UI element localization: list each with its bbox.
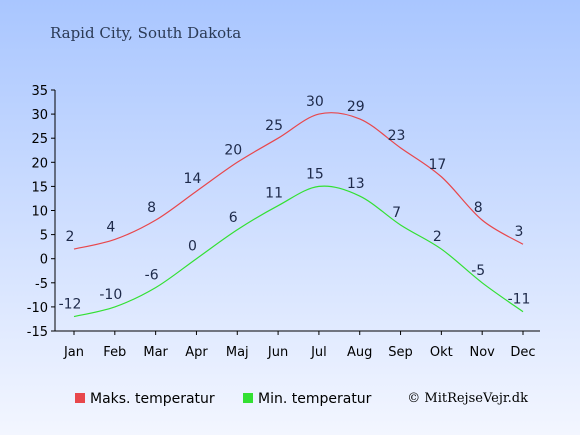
series-line-max [73,112,524,250]
legend-swatch-max [75,393,85,403]
y-tick-label: 15 [31,180,48,195]
y-tick-label: 20 [31,156,48,171]
data-label: 17 [428,157,446,173]
data-label: 15 [306,166,324,182]
y-tick-label: -10 [27,301,48,316]
data-label: 6 [229,210,238,226]
data-label: 8 [474,200,483,216]
x-tick-label: Nov [469,345,495,360]
x-tick-label: Jan [63,345,84,360]
x-tick-label: Jul [310,345,327,360]
data-label: -10 [99,287,122,303]
x-tick-label: Aug [347,345,372,360]
data-label: 25 [265,118,283,134]
data-label: 29 [347,99,365,115]
data-label: 7 [392,205,401,221]
data-label: 2 [433,229,442,245]
data-label: 4 [106,219,115,235]
data-label: -5 [471,263,485,279]
data-label: -12 [59,297,82,313]
series-line-min [73,185,524,318]
x-tick-label: Apr [185,345,208,360]
data-label: 8 [147,200,156,216]
y-tick-label: -5 [35,277,48,292]
legend-label-min: Min. temperatur [258,391,372,407]
series-lines [73,112,524,318]
x-tick-label: Sep [388,345,413,360]
x-tick-label: Maj [226,345,249,360]
legend: Maks. temperatur Min. temperatur [75,391,372,407]
data-label: 0 [188,239,197,255]
data-label: -6 [145,268,159,284]
data-label: 11 [265,186,283,202]
y-tick-label: 30 [31,108,48,123]
data-label: 30 [306,94,324,110]
x-tick-label: Feb [103,345,126,360]
y-tick-label: 10 [31,205,48,220]
data-labels: 2 4 8 14 20 25 30 29 23 17 8 3 -12 -10 -6 0 6 11 15 13 7 2 -5 -… [59,94,531,312]
data-label: 13 [347,176,365,192]
y-tick-label: 25 [31,132,48,147]
x-tick-label: Mar [143,345,168,360]
data-label: 3 [515,224,524,240]
chart-title: Rapid City, South Dakota [50,24,241,42]
data-label: 2 [66,229,75,245]
data-label: 23 [388,128,406,144]
legend-label-max: Maks. temperatur [90,391,215,407]
y-tick-label: -15 [27,325,48,340]
y-tick-label: 0 [40,253,48,268]
data-label: -11 [508,292,531,308]
y-tick-label: 35 [31,84,48,99]
x-tick-label: Dec [510,345,535,360]
credit-text: © MitRejseVejr.dk [407,391,528,406]
data-label: 14 [184,171,202,187]
x-tick-label: Okt [430,345,453,360]
data-label: 20 [224,142,242,158]
x-tick-label: Jun [267,345,288,360]
y-tick-label: 5 [40,229,48,244]
legend-swatch-min [243,393,253,403]
